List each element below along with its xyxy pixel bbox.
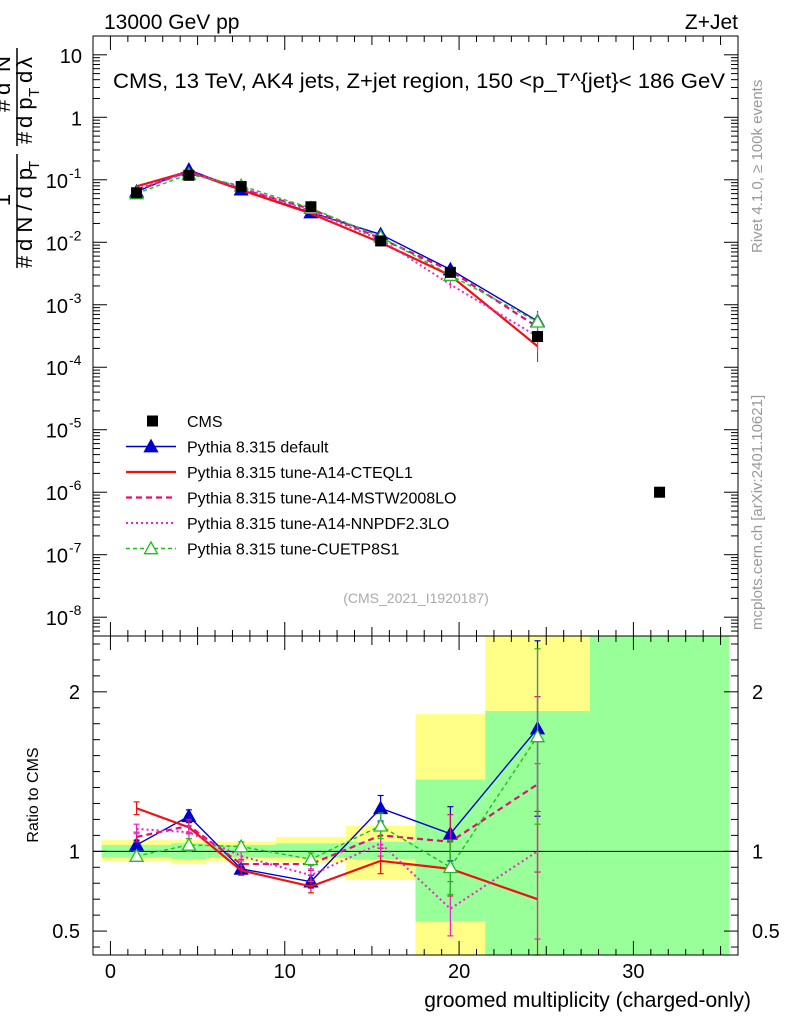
- ratio-y-axis-label: Ratio to CMS: [25, 747, 42, 842]
- ratio-marker: [373, 817, 389, 832]
- legend-data-marker: [147, 415, 158, 427]
- main-marker: [529, 313, 546, 328]
- main-line-3: [136, 171, 539, 338]
- svg-text:1: 1: [0, 194, 15, 206]
- y-tick-label-main: 10: [46, 483, 68, 505]
- y-tick-label-ratio: 2: [69, 682, 80, 704]
- svg-text:T: T: [26, 88, 43, 97]
- x-tick-label: 10: [274, 961, 296, 983]
- ratio-marker: [442, 859, 458, 874]
- legend-label: CMS: [187, 414, 223, 431]
- chart-title: CMS, 13 TeV, AK4 jets, Z+jet region, 150…: [113, 70, 725, 93]
- svg-text:2: 2: [0, 73, 3, 81]
- data-point: [131, 187, 143, 199]
- x-axis-label: groomed multiplicity (charged-only): [424, 989, 751, 1012]
- data-point: [305, 201, 317, 213]
- data-point: [375, 235, 387, 247]
- ratio-panel: 0 10 20 30 0.5 0.5 1 1 2 2: [52, 635, 780, 983]
- svg-text:d N / d p: d N / d p: [12, 168, 37, 251]
- svg-text:N: N: [0, 56, 15, 72]
- svg-text:d: d: [12, 71, 37, 83]
- legend-label: Pythia 8.315 default: [187, 440, 329, 457]
- svg-text:λ: λ: [12, 57, 37, 68]
- svg-text:#: #: [12, 255, 37, 268]
- y-tick-label-main: 10: [46, 421, 68, 443]
- data-point: [532, 331, 544, 343]
- svg-text:T: T: [26, 161, 43, 170]
- y-tick-label-main: 10: [46, 171, 68, 193]
- y-tick-label-main: 10: [60, 46, 82, 68]
- legend-label: Pythia 8.315 tune-CUETP8S1: [187, 542, 400, 559]
- band-inner-3: [276, 843, 346, 858]
- svg-text:#: #: [0, 99, 15, 112]
- main-line-2: [136, 170, 539, 328]
- ratio-marker: [303, 851, 319, 866]
- legend-label: Pythia 8.315 tune-A14-NNPDF2.3LO: [187, 516, 449, 533]
- data-point: [654, 486, 666, 498]
- data-point: [235, 181, 247, 193]
- ratio-frame: [92, 635, 739, 956]
- y-tick-label-exp: -6: [69, 477, 82, 493]
- y-tick-label-main: 1: [71, 108, 82, 130]
- data-point: [444, 266, 456, 278]
- y-tick-label-exp: -1: [69, 165, 82, 181]
- y-tick-label-exp: -5: [69, 415, 82, 431]
- ratio-marker: [181, 837, 197, 851]
- ratio-marker: [373, 800, 389, 815]
- ratio-marker: [233, 838, 249, 853]
- y-tick-label-ratio: 1: [69, 841, 80, 863]
- legend-marker: [143, 540, 159, 555]
- y-tick-label-exp: -7: [69, 540, 82, 556]
- band-inner-7: [589, 636, 730, 955]
- y-tick-label-main: 10: [46, 608, 68, 630]
- y-tick-label-main: 10: [46, 296, 68, 318]
- rivet-label: Rivet 4.1.0, ≥ 100k events: [749, 80, 766, 253]
- y-tick-label-ratio: 0.5: [52, 921, 80, 943]
- legend-label: Pythia 8.315 tune-A14-CTEQL1: [187, 465, 413, 482]
- y-tick-label-exp: -4: [69, 352, 82, 368]
- main-y-axis-label: # d N / d p T 1 # d p T d λ # d 2 N: [0, 48, 43, 268]
- ratio-marker: [529, 728, 546, 743]
- svg-text:d p: d p: [12, 97, 37, 128]
- y-tick-label-ratio-right: 2: [752, 682, 763, 704]
- data-point: [183, 169, 195, 181]
- legend: CMS Pythia 8.315 default Pythia 8.315 tune…: [126, 414, 456, 559]
- svg-text:d: d: [0, 83, 15, 95]
- y-tick-label-main: 10: [46, 233, 68, 255]
- y-tick-label-ratio-right: 1: [752, 841, 763, 863]
- x-tick-label: 20: [448, 961, 470, 983]
- main-line-4: [136, 173, 538, 323]
- svg-text:#: #: [12, 131, 37, 144]
- x-tick-label: 0: [105, 961, 116, 983]
- y-tick-label-ratio-right: 0.5: [752, 921, 780, 943]
- header-right: Z+Jet: [685, 11, 738, 34]
- y-tick-label-exp: -8: [69, 602, 82, 618]
- header-left: 13000 GeV pp: [104, 11, 239, 34]
- legend-marker: [143, 438, 159, 453]
- mcplots-label: mcplots.cern.ch [arXiv:2401.10621]: [749, 395, 766, 630]
- y-tick-label-exp: -3: [69, 290, 82, 306]
- ratio-marker: [128, 848, 145, 862]
- x-tick-label: 30: [622, 961, 644, 983]
- y-tick-label-main: 10: [46, 546, 68, 568]
- y-tick-label-exp: -2: [69, 227, 82, 243]
- legend-label: Pythia 8.315 tune-A14-MSTW2008LO: [187, 491, 456, 508]
- main-line-1: [136, 170, 539, 348]
- watermark: (CMS_2021_I1920187): [343, 590, 489, 606]
- y-tick-label-main: 10: [46, 358, 68, 380]
